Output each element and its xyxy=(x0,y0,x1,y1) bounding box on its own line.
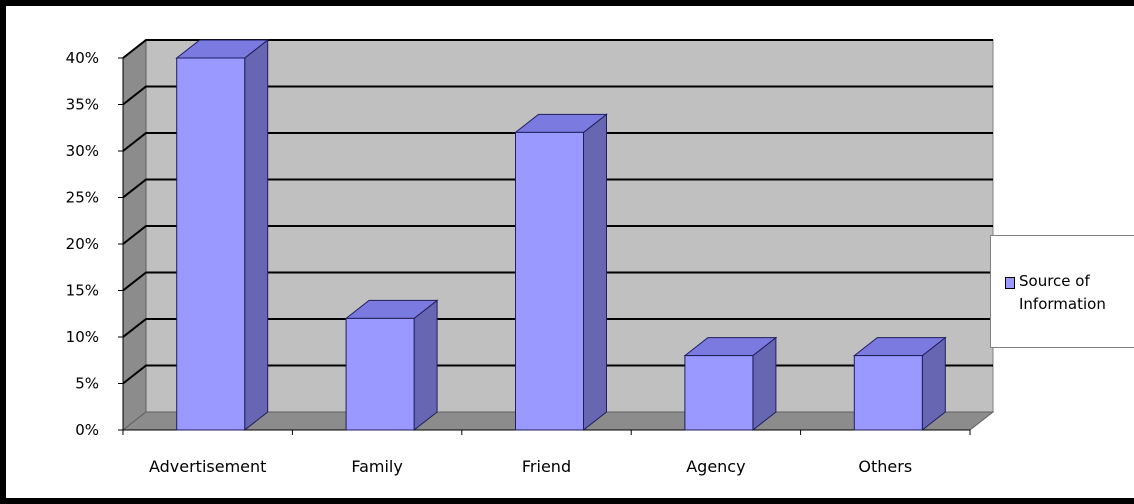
legend: Source of Information xyxy=(990,235,1134,348)
x-tick-label-friend: Friend xyxy=(522,457,571,476)
bar-agency xyxy=(684,355,754,431)
gridline xyxy=(122,39,993,59)
x-tick-label-advertisement: Advertisement xyxy=(149,457,266,476)
gridline xyxy=(122,225,993,245)
legend-label: Source of Information xyxy=(1019,272,1106,313)
gridline xyxy=(122,85,993,106)
y-tick-label: 15% xyxy=(66,282,99,300)
x-tick-label-family: Family xyxy=(351,457,402,476)
bar-others xyxy=(853,355,923,431)
bar-family xyxy=(345,317,415,431)
y-tick-label: 30% xyxy=(66,142,99,160)
y-tick-label: 40% xyxy=(66,49,99,67)
bar-friend xyxy=(515,131,584,431)
bar-advertisement-side xyxy=(244,38,269,432)
y-tick-label: 5% xyxy=(75,375,99,393)
y-tick-label: 10% xyxy=(66,328,99,346)
x-tick-label-others: Others xyxy=(858,457,912,476)
bar-family-side xyxy=(413,299,438,432)
y-tick-label: 20% xyxy=(66,235,99,253)
gridline xyxy=(122,271,993,292)
gridline xyxy=(122,178,993,199)
bar-advertisement xyxy=(176,57,246,431)
gridline xyxy=(122,132,993,152)
y-tick-label: 0% xyxy=(75,421,99,439)
bar-friend-side xyxy=(583,113,607,432)
y-tick-label: 25% xyxy=(66,189,99,207)
y-tick-label: 35% xyxy=(66,96,99,114)
legend-swatch xyxy=(1005,277,1015,289)
gridline xyxy=(122,318,993,338)
x-tick-label-agency: Agency xyxy=(686,457,745,476)
